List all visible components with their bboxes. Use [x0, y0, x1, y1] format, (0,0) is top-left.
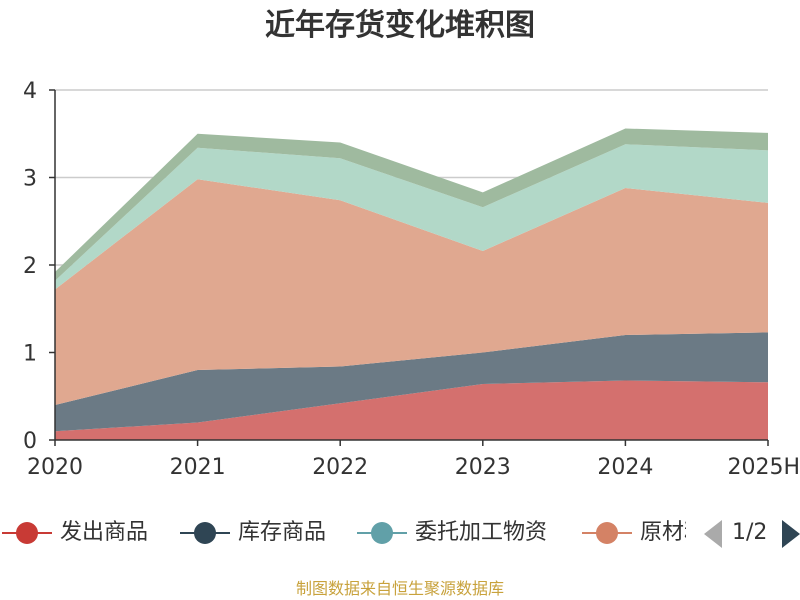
- x-tick-label: 2023: [455, 455, 511, 480]
- legend-label: 原材料: [640, 520, 686, 545]
- x-tick-label: 2025H: [727, 455, 800, 480]
- y-tick-label: 2: [23, 254, 37, 279]
- legend-marker-icon: [357, 522, 407, 544]
- legend-marker-icon: [180, 522, 230, 544]
- area-series-0: [55, 380, 768, 440]
- legend-label: 委托加工物资: [415, 520, 548, 545]
- triangle-left-icon: [704, 520, 722, 548]
- x-tick-label: 2021: [170, 455, 226, 480]
- chart-title: 近年存货变化堆积图: [265, 8, 535, 43]
- legend-label: 发出商品: [60, 520, 149, 545]
- legend-marker-icon: [582, 522, 632, 544]
- legend-item[interactable]: 原材料: [580, 510, 686, 556]
- legend-item[interactable]: 库存商品: [178, 510, 328, 556]
- x-tick-label: 2020: [27, 455, 83, 480]
- legend-page-indicator: 1/2: [732, 520, 768, 545]
- y-tick-label: 3: [23, 167, 37, 192]
- y-tick-label: 1: [23, 342, 37, 367]
- legend-label: 库存商品: [238, 520, 327, 545]
- legend-prev-button[interactable]: [702, 520, 724, 552]
- x-tick-label: 2024: [597, 455, 653, 480]
- area-series: [55, 128, 768, 440]
- x-tick-label: 2022: [312, 455, 368, 480]
- legend: 发出商品 库存商品 委托加工物资 原材料: [0, 510, 800, 556]
- area-series-1: [55, 332, 768, 432]
- legend-pager: 1/2: [698, 510, 800, 556]
- data-source-note: 制图数据来自恒生聚源数据库: [295, 579, 504, 598]
- y-tick-label: 0: [23, 429, 37, 454]
- legend-item[interactable]: 委托加工物资: [355, 510, 585, 556]
- area-series-3: [55, 144, 768, 290]
- triangle-right-icon: [782, 520, 800, 548]
- y-tick-label: 4: [23, 79, 37, 104]
- legend-item[interactable]: 发出商品: [0, 510, 150, 556]
- axes: 0 1 2 3 4 2020 2021 2022 2023 2024 2025H: [23, 79, 800, 480]
- area-series-2: [55, 179, 768, 405]
- legend-next-button[interactable]: [780, 520, 800, 552]
- area-series-4: [55, 128, 768, 281]
- legend-marker-icon: [2, 522, 52, 544]
